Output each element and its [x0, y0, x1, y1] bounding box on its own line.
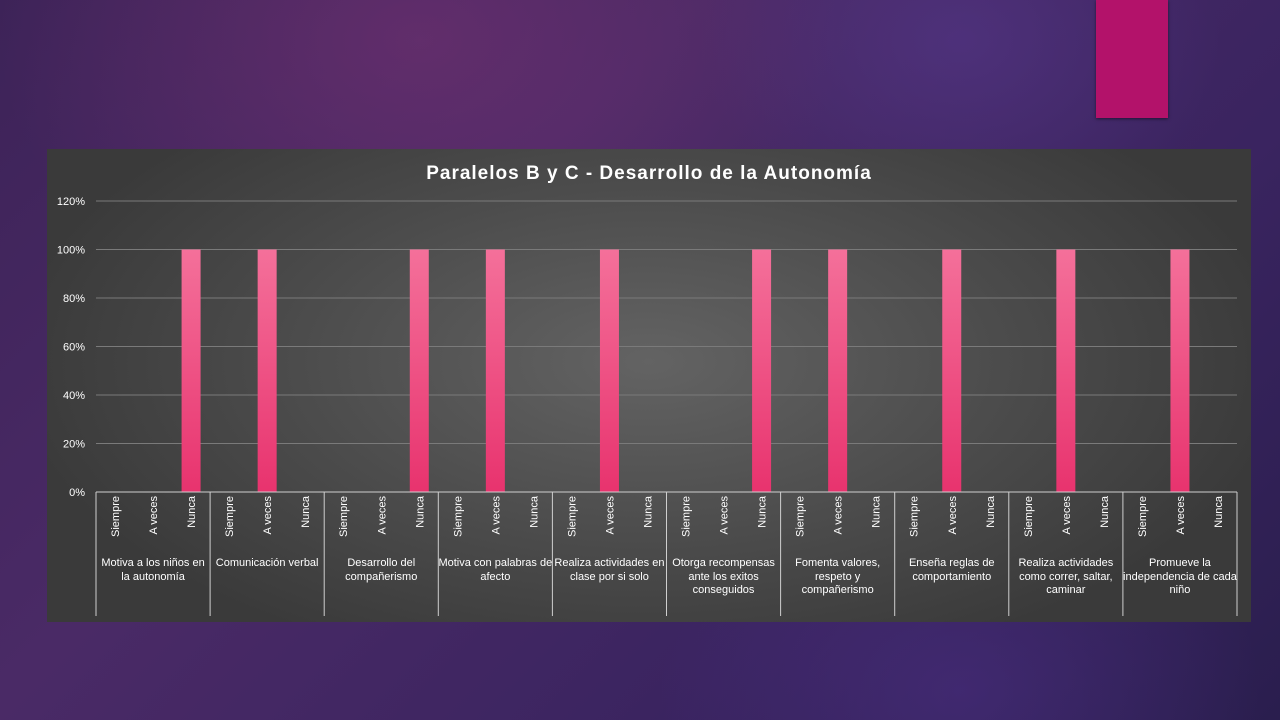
- sub-category-label: Nunca: [300, 495, 312, 528]
- sub-category-label: Nunca: [1213, 495, 1225, 528]
- category-label: Enseña reglas de comportamiento: [908, 557, 995, 583]
- sub-category-label: Siempre: [110, 496, 122, 537]
- y-tick-label: 0%: [69, 487, 85, 499]
- sub-category-label: Siempre: [224, 496, 236, 537]
- sub-category-label: A veces: [262, 496, 274, 535]
- bar: [409, 249, 429, 492]
- bar: [599, 249, 619, 492]
- sub-category-label: Nunca: [186, 495, 198, 528]
- y-tick-label: 100%: [57, 245, 85, 257]
- sub-category-label: A veces: [604, 496, 616, 535]
- sub-category-label: A veces: [1061, 496, 1073, 535]
- sub-category-label: A veces: [148, 496, 160, 535]
- y-tick-label: 80%: [63, 293, 85, 305]
- bar: [485, 249, 505, 492]
- sub-category-label: A veces: [1175, 496, 1187, 535]
- bar: [942, 249, 962, 492]
- category-label: Realiza actividades en clase por si solo: [554, 557, 665, 583]
- sub-category-label: Nunca: [985, 495, 997, 528]
- sub-category-label: Siempre: [909, 496, 921, 537]
- accent-tab: [1096, 0, 1168, 118]
- sub-category-label: A veces: [833, 496, 845, 535]
- category-label: Comunicación verbal: [215, 557, 319, 569]
- sub-category-label: A veces: [490, 496, 502, 535]
- category-label: Realiza actividades como correr, saltar,…: [1018, 557, 1114, 596]
- sub-category-label: Siempre: [681, 496, 693, 537]
- sub-category-label: Siempre: [338, 496, 350, 537]
- y-tick-label: 60%: [63, 342, 85, 354]
- category-label: Motiva a los niños en la autonomía: [101, 557, 205, 583]
- sub-category-label: Nunca: [528, 495, 540, 528]
- bar: [1056, 249, 1076, 492]
- sub-category-label: Siempre: [1137, 496, 1149, 537]
- sub-category-label: Nunca: [871, 495, 883, 528]
- category-label: Fomenta valores, respeto y compañerismo: [795, 557, 881, 596]
- y-tick-label: 40%: [63, 390, 85, 402]
- bar: [257, 249, 277, 492]
- y-tick-label: 20%: [63, 439, 85, 451]
- chart-title: Paralelos B y C - Desarrollo de la Auton…: [426, 163, 872, 184]
- sub-category-label: Nunca: [642, 495, 654, 528]
- bar: [752, 249, 772, 492]
- bar: [828, 249, 848, 492]
- chart-frame: Paralelos B y C - Desarrollo de la Auton…: [47, 149, 1251, 622]
- sub-category-label: A veces: [376, 496, 388, 535]
- sub-category-label: Nunca: [757, 495, 769, 528]
- y-tick-label: 120%: [57, 196, 85, 208]
- bar: [1170, 249, 1190, 492]
- sub-category-label: Siempre: [566, 496, 578, 537]
- sub-category-label: A veces: [947, 496, 959, 535]
- sub-category-label: A veces: [719, 496, 731, 535]
- category-label: Desarrollo del compañerismo: [345, 557, 418, 583]
- sub-category-label: Nunca: [414, 495, 426, 528]
- sub-category-label: Nunca: [1099, 495, 1111, 528]
- sub-category-label: Siempre: [1023, 496, 1035, 537]
- bar: [181, 249, 201, 492]
- category-label: Otorga recompensas ante los exitos conse…: [672, 557, 775, 596]
- bar-chart: Paralelos B y C - Desarrollo de la Auton…: [57, 163, 1238, 616]
- sub-category-label: Siempre: [795, 496, 807, 537]
- sub-category-label: Siempre: [452, 496, 464, 537]
- category-label: Promueve la independencia de cada niño: [1123, 557, 1237, 596]
- category-label: Motiva con palabras de afecto: [438, 557, 553, 583]
